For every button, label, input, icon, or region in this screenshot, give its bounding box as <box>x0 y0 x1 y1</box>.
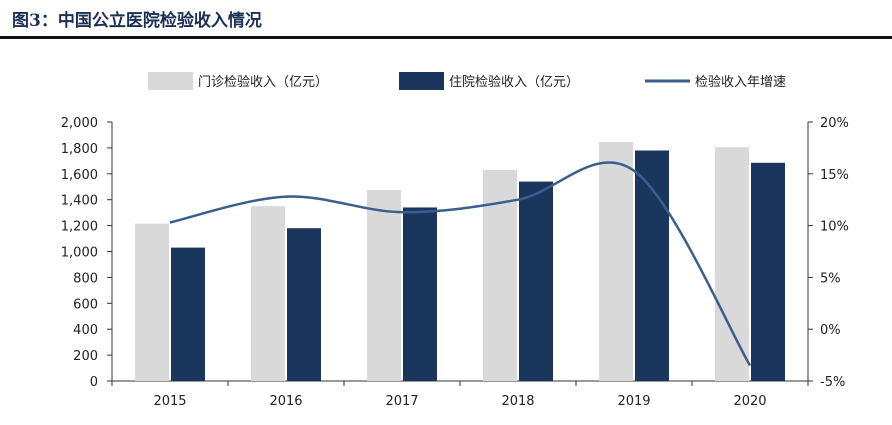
right-tick-label: 5% <box>820 271 841 286</box>
bars <box>135 142 785 381</box>
figure-title: 图3：中国公立医院检验收入情况 <box>12 11 262 31</box>
x-tick-label: 2020 <box>733 394 766 409</box>
x-axis-ticks: 2015 2016 2017 2018 2019 2020 <box>111 381 809 409</box>
legend-label-outpatient: 门诊检验收入（亿元） <box>198 74 328 90</box>
left-tick-label: 1,000 <box>61 246 98 261</box>
bar-inpatient <box>171 247 205 381</box>
legend-label-inpatient: 住院检验收入（亿元） <box>449 74 579 90</box>
right-tick-label: 10% <box>820 220 849 235</box>
left-tick-label: 400 <box>73 323 98 338</box>
right-tick-label: -5% <box>820 375 845 390</box>
right-axis-ticks: -5% 0% 5% 10% 15% 20% <box>808 116 849 390</box>
left-tick-label: 2,000 <box>61 116 98 131</box>
bar-outpatient <box>251 206 285 381</box>
left-tick-label: 1,200 <box>61 220 98 235</box>
growth-rate-line <box>169 161 752 367</box>
x-tick-label: 2019 <box>617 394 650 409</box>
bar-outpatient <box>599 142 633 381</box>
left-tick-label: 600 <box>73 297 98 312</box>
legend: 门诊检验收入（亿元） 住院检验收入（亿元） 检验收入年增速 <box>148 72 786 90</box>
legend-label-growth: 检验收入年增速 <box>695 74 786 90</box>
left-tick-label: 1,400 <box>61 194 98 209</box>
bar-outpatient <box>367 189 401 381</box>
bar-inpatient <box>751 162 785 381</box>
x-tick-label: 2017 <box>385 394 418 409</box>
bar-outpatient <box>715 147 749 381</box>
legend-swatch-inpatient <box>399 72 444 90</box>
right-tick-label: 15% <box>820 168 849 183</box>
left-tick-label: 1,800 <box>61 142 98 157</box>
bar-outpatient <box>135 223 169 381</box>
bar-inpatient <box>403 207 437 381</box>
x-tick-label: 2015 <box>153 394 186 409</box>
bar-inpatient <box>519 181 553 381</box>
left-tick-label: 200 <box>73 349 98 364</box>
bar-inpatient <box>635 150 669 381</box>
left-tick-label: 1,600 <box>61 168 98 183</box>
left-tick-label: 0 <box>90 375 98 390</box>
right-tick-label: 20% <box>820 116 849 131</box>
left-tick-label: 800 <box>73 271 98 286</box>
bar-inpatient <box>287 228 321 381</box>
legend-swatch-outpatient <box>148 72 193 90</box>
left-axis-ticks: 0 200 400 600 800 1,000 1,200 1,400 1,600 1,800 2,… <box>61 116 112 390</box>
title-rule <box>0 36 892 39</box>
x-tick-label: 2018 <box>501 394 534 409</box>
right-tick-label: 0% <box>820 323 841 338</box>
x-tick-label: 2016 <box>269 394 302 409</box>
